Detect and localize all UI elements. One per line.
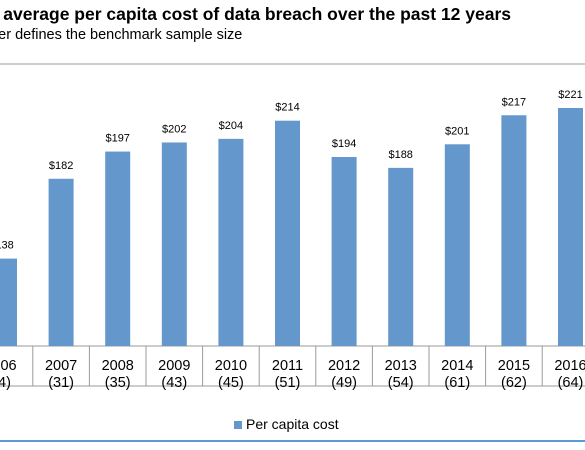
chart-subtitle: mber defines the benchmark sample size <box>0 27 243 43</box>
tick-label-year-2016: 2016 <box>554 358 585 374</box>
legend-label: Per capita cost <box>246 416 339 432</box>
bar-2014 <box>444 144 470 346</box>
tick-label-year-2011: 2011 <box>272 358 303 374</box>
tick-label-sample-2016: (64) <box>558 375 584 391</box>
tick-label-sample-2015: (62) <box>501 375 527 391</box>
tick-label-sample-2012: (49) <box>331 375 357 391</box>
tick-label-sample-2007: (31) <box>48 375 74 391</box>
bar-2012 <box>331 156 357 346</box>
bar-2016 <box>558 108 583 346</box>
tick-label-year-2006: 006 <box>0 358 17 374</box>
data-label-2014: $201 <box>445 125 469 137</box>
bar-2007 <box>48 178 74 346</box>
data-label-2007: $182 <box>49 160 73 172</box>
tick-label-sample-2009: (43) <box>161 375 187 391</box>
bar-2006 <box>0 258 17 346</box>
bar-2010 <box>218 138 244 346</box>
tick-label-year-2012: 2012 <box>328 358 360 374</box>
legend-swatch <box>234 421 242 429</box>
data-label-2008: $197 <box>105 133 129 145</box>
tick-label-sample-2014: (61) <box>444 375 470 391</box>
data-label-2012: $194 <box>332 138 356 150</box>
bar-2008 <box>105 151 131 346</box>
plot-area-border <box>0 63 585 387</box>
tick-label-year-2008: 2008 <box>102 358 134 374</box>
data-label-2006: 138 <box>0 240 14 252</box>
bar-2011 <box>275 120 300 346</box>
tick-label-year-2015: 2015 <box>498 358 530 374</box>
tick-label-sample-2010: (45) <box>218 375 244 391</box>
tick-label-sample-2006: 4) <box>0 375 11 391</box>
tick-label-sample-2013: (54) <box>388 375 414 391</box>
chart-title: he average per capita cost of data breac… <box>0 4 512 24</box>
data-label-2009: $202 <box>162 123 186 135</box>
data-label-2013: $188 <box>388 149 412 161</box>
data-label-2015: $217 <box>502 96 526 108</box>
tick-label-year-2009: 2009 <box>158 358 190 374</box>
tick-label-year-2014: 2014 <box>441 358 473 374</box>
bar-2015 <box>501 115 527 346</box>
bar-2013 <box>388 167 414 346</box>
tick-label-sample-2008: (35) <box>105 375 131 391</box>
bar-2009 <box>161 142 187 346</box>
data-label-2016: $221 <box>558 89 582 101</box>
bottom-border <box>0 440 585 442</box>
tick-label-year-2010: 2010 <box>215 358 247 374</box>
tick-label-year-2013: 2013 <box>385 358 417 374</box>
data-label-2010: $204 <box>219 120 243 132</box>
tick-label-year-2007: 2007 <box>45 358 77 374</box>
data-label-2011: $214 <box>275 102 299 114</box>
tick-label-sample-2011: (51) <box>275 375 301 391</box>
